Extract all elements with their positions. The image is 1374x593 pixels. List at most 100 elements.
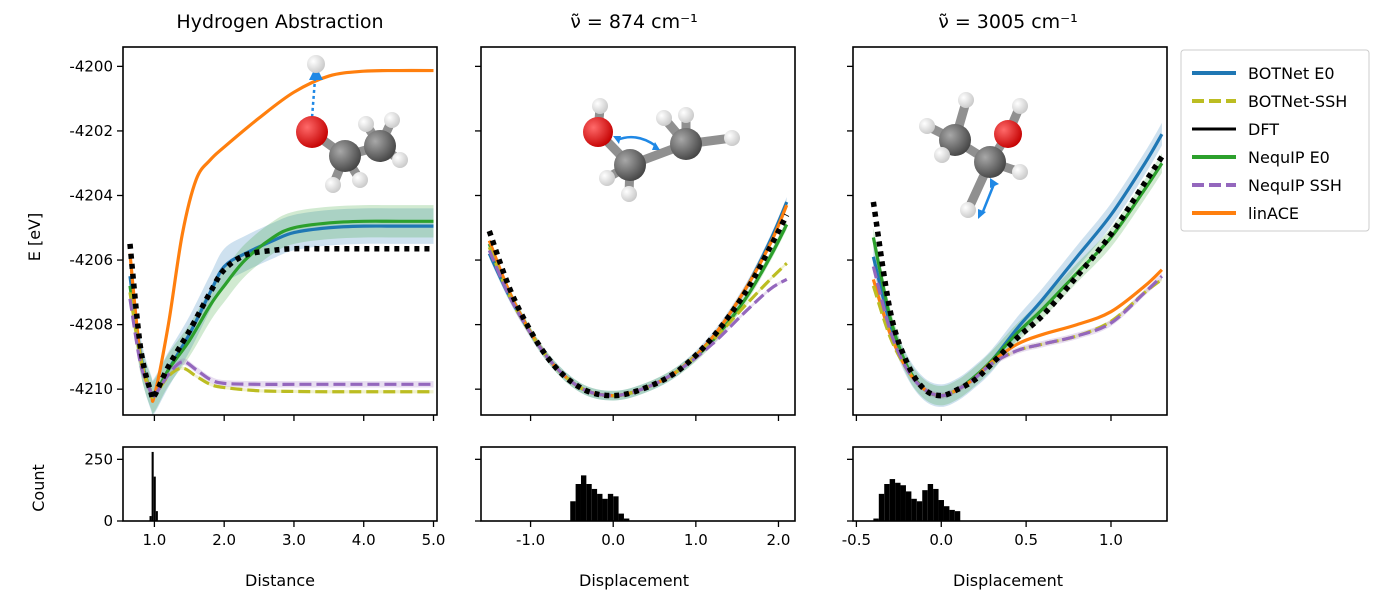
band-botnet-e0: [129, 208, 434, 415]
y-tick-label: 0: [103, 512, 113, 530]
histogram-bar: [954, 511, 961, 521]
histogram-bar: [597, 493, 603, 521]
histogram-bar: [884, 484, 890, 521]
histogram-bar: [905, 491, 912, 521]
histogram-bar: [586, 484, 592, 521]
histogram-bar: [900, 485, 906, 521]
y-tick-label: -4210: [69, 380, 113, 398]
histogram-bar: [943, 506, 950, 521]
ethanol-molecule-icon-1: [296, 55, 408, 193]
y-axis-label-count: Count: [29, 464, 48, 512]
ethanol-molecule-icon-2: [583, 98, 740, 202]
histogram-bar: [580, 475, 587, 521]
histogram-bar: [570, 501, 576, 521]
x-tick-label: 2.0: [767, 531, 791, 549]
series-line-dft: [127, 243, 434, 402]
histogram-bar: [575, 484, 581, 521]
histogram-bar: [916, 501, 923, 521]
series-group: [486, 197, 790, 401]
x-tick-label: 3.0: [282, 531, 306, 549]
panel-title-hydrogen-abstraction: Hydrogen Abstraction: [176, 11, 383, 33]
series-group: [870, 122, 1165, 407]
histogram-bar: [602, 498, 608, 521]
axes-frame: [480, 446, 796, 522]
histogram-bar: [922, 490, 928, 521]
x-tick-label: 0.5: [1014, 531, 1038, 549]
histogram-bar: [889, 479, 896, 521]
band-nequip-ssh: [489, 248, 787, 398]
legend-label-linace: linACE: [1248, 204, 1299, 223]
axes-frame: [852, 446, 1168, 522]
histogram-bar: [613, 496, 619, 521]
histogram-bar: [927, 484, 934, 521]
histogram-panel-1: 1.0 2.0 3.0 4.0 5.0 0 250: [84, 446, 446, 549]
legend-entry-botnet-e0: BOTNet E0: [1192, 64, 1335, 83]
histogram-bar: [151, 451, 154, 521]
histogram-bar: [895, 482, 901, 521]
histogram-bar: [623, 518, 630, 521]
histogram-bar: [155, 511, 158, 521]
legend-entry-nequip-ssh: NequIP SSH: [1192, 176, 1342, 195]
band-botnet-ssh: [489, 245, 787, 398]
x-tick-label: 2.0: [212, 531, 236, 549]
histogram-bar: [618, 513, 624, 521]
x-axis-label-displacement-1: Displacement: [579, 571, 689, 590]
y-tick-label: -4206: [69, 251, 113, 269]
legend-label-botnet-e0: BOTNet E0: [1248, 64, 1335, 83]
legend-entry-dft: DFT: [1192, 120, 1279, 139]
band-nequip-e0: [873, 153, 1162, 406]
series-line-nequip-ssh: [128, 298, 434, 399]
legend-label-botnet-ssh: BOTNet-SSH: [1248, 92, 1347, 111]
legend-label-nequip-e0: NequIP E0: [1248, 148, 1330, 167]
band-nequip-ssh: [129, 295, 434, 401]
legend: BOTNet E0 BOTNet-SSH DFT NequIP E0 NequI…: [1180, 49, 1370, 232]
histogram-bar: [607, 493, 614, 521]
series-line-dft: [486, 213, 790, 399]
histogram-bar: [873, 518, 879, 521]
axes-frame: [480, 46, 796, 416]
line-panel-1: -4210 -4208 -4206 -4204 -4202 -4200: [69, 46, 438, 421]
histogram-panel-3: -0.5 0.0 0.5 1.0: [842, 446, 1168, 549]
series-group: [127, 68, 434, 415]
panel-title-3005: ν̃ = 3005 cm⁻¹: [938, 11, 1078, 33]
histogram-bar: [933, 488, 939, 521]
line-panel-2: [475, 46, 796, 421]
legend-label-dft: DFT: [1248, 120, 1279, 139]
x-tick-label: -0.5: [842, 531, 871, 549]
series-line-nequip-ssh: [487, 249, 788, 398]
y-tick-label: -4208: [69, 316, 113, 334]
series-line-botnet-ssh: [487, 246, 788, 398]
x-tick-label: 0.0: [929, 531, 953, 549]
x-tick-label: -1.0: [516, 531, 545, 549]
histogram-bar: [878, 493, 885, 521]
histogram-bar: [911, 498, 917, 521]
legend-entry-botnet-ssh: BOTNet-SSH: [1192, 92, 1347, 111]
x-tick-label: 1.0: [684, 531, 708, 549]
histogram-bar: [153, 476, 156, 521]
ethanol-molecule-icon-3: [919, 92, 1028, 219]
x-axis-label-displacement-2: Displacement: [953, 571, 1063, 590]
x-tick-label: 4.0: [352, 531, 376, 549]
axes-frame: [122, 446, 438, 522]
legend-entry-linace: linACE: [1192, 204, 1299, 223]
histogram-bar: [949, 509, 955, 521]
y-tick-label: -4202: [69, 122, 113, 140]
histogram-panel-2: -1.0 0.0 1.0 2.0: [475, 446, 796, 549]
line-panel-3: [847, 46, 1168, 421]
legend-entry-nequip-e0: NequIP E0: [1192, 148, 1330, 167]
y-tick-label: -4204: [69, 186, 113, 204]
series-line-dft: [870, 155, 1165, 399]
y-tick-label: -4200: [69, 57, 113, 75]
histogram-bar: [938, 500, 944, 521]
x-tick-label: 1.0: [142, 531, 166, 549]
axes-frame: [852, 46, 1168, 416]
histogram-bar: [591, 488, 598, 521]
y-tick-label: 250: [84, 450, 113, 468]
legend-label-nequip-ssh: NequIP SSH: [1248, 176, 1342, 195]
y-axis-label-energy: E [eV]: [25, 213, 44, 261]
x-axis-label-distance: Distance: [245, 571, 315, 590]
x-tick-label: 0.0: [601, 531, 625, 549]
axes-frame: [122, 46, 438, 416]
x-tick-label: 5.0: [422, 531, 446, 549]
